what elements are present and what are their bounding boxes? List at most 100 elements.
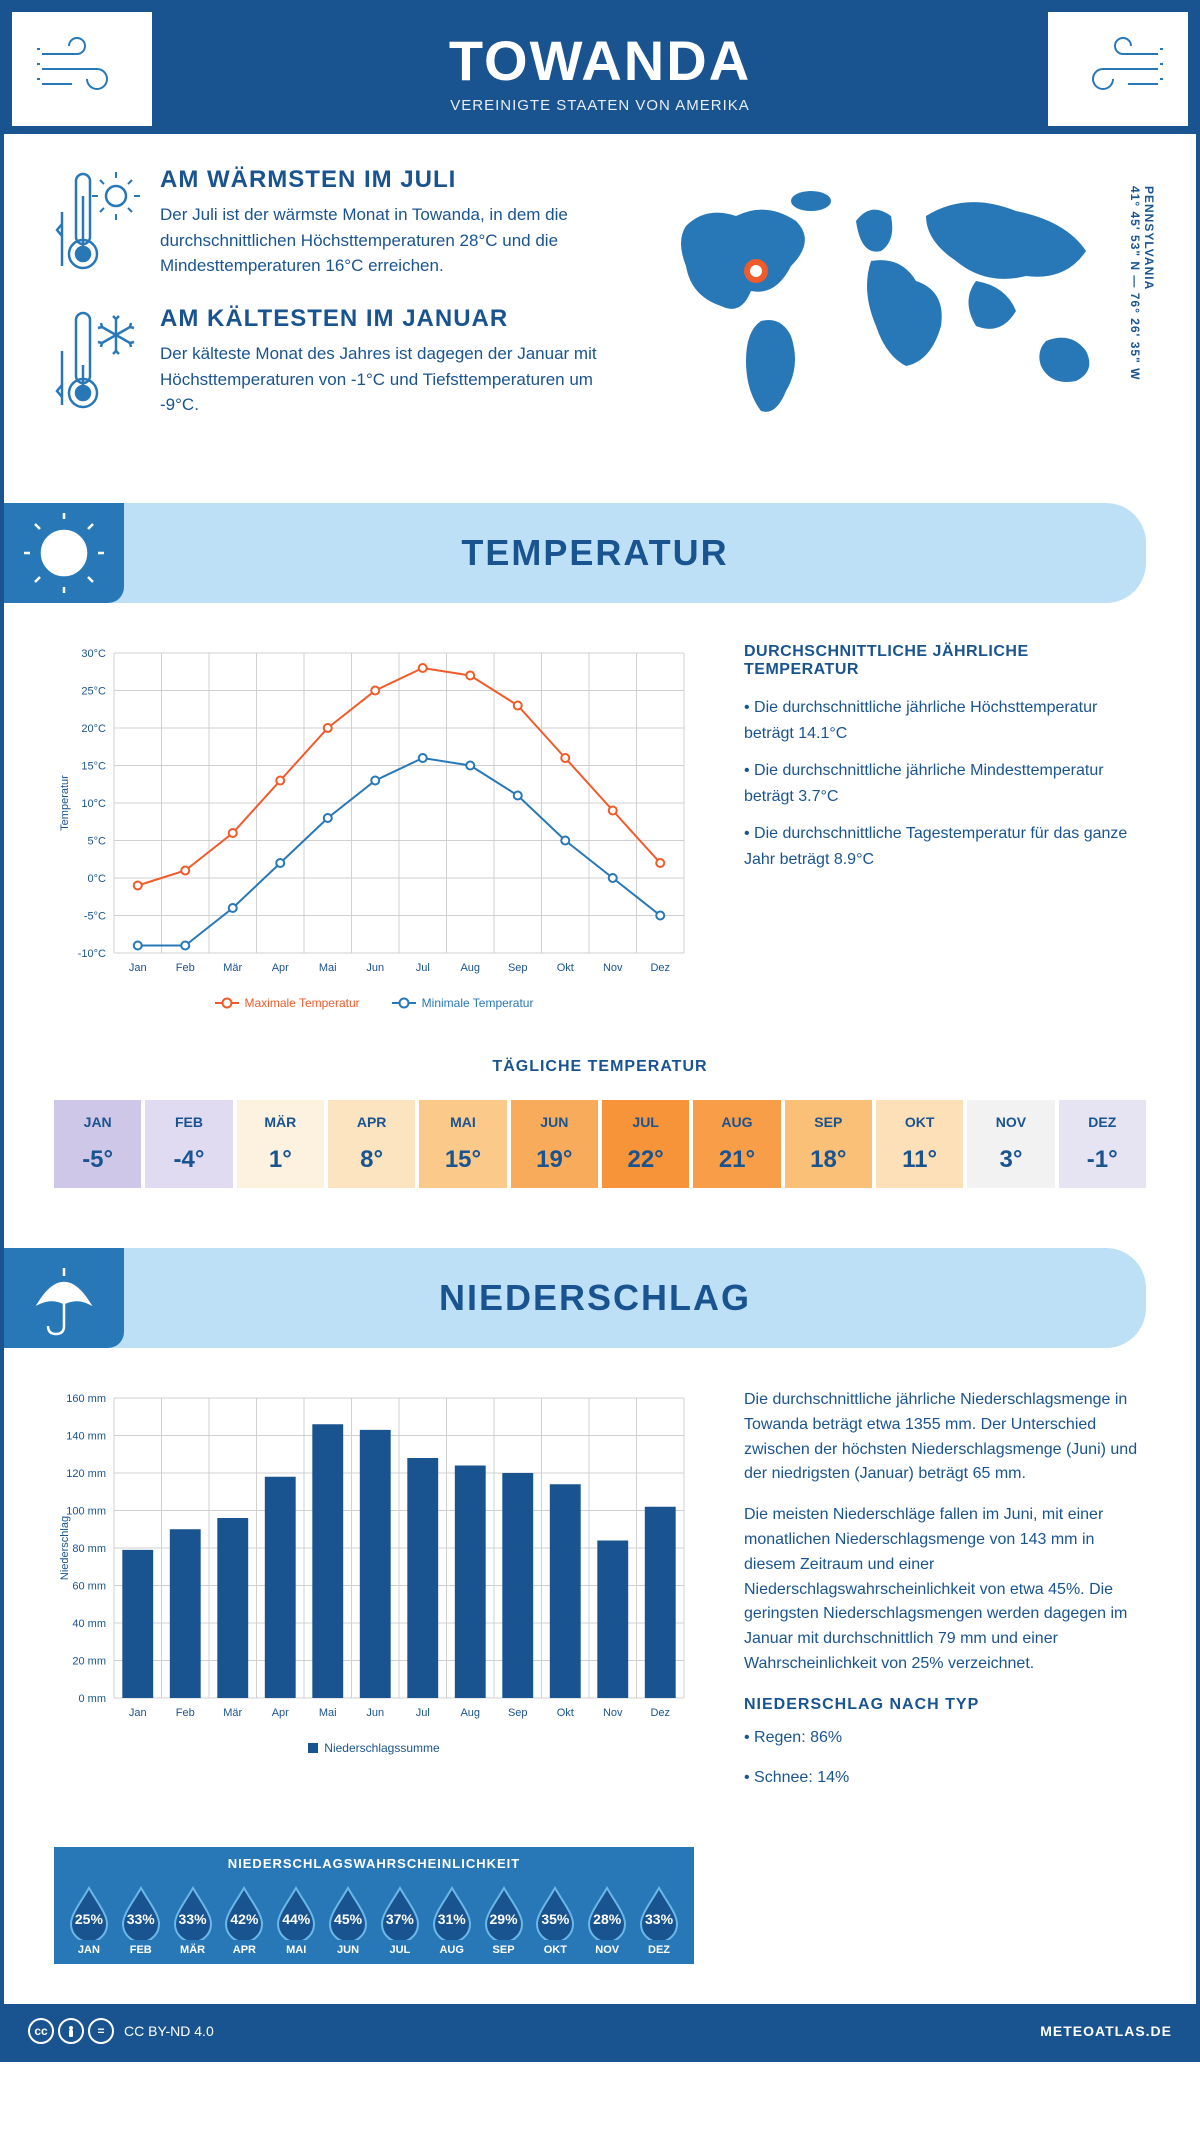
precip-text-1: Die durchschnittliche jährliche Niedersc… bbox=[744, 1388, 1146, 1487]
precip-bar-chart: 0 mm 20 mm 40 mm 60 mm 80 mm 100 mm 120 mm 140 … bbox=[54, 1388, 694, 1807]
temp-info-line: • Die durchschnittliche Tagestemperatur … bbox=[744, 821, 1146, 872]
precip-prob-cell: 31%AUG bbox=[427, 1886, 477, 1956]
svg-text:25°C: 25°C bbox=[81, 686, 106, 698]
svg-text:100 mm: 100 mm bbox=[66, 1506, 106, 1518]
precip-prob-cell: 28%NOV bbox=[582, 1886, 632, 1956]
cc-icons: cc = bbox=[28, 2018, 114, 2044]
coord-text: 41° 45' 53" N — 76° 26' 35" W bbox=[1128, 186, 1142, 380]
svg-text:Okt: Okt bbox=[557, 1707, 574, 1719]
svg-text:Jun: Jun bbox=[366, 1707, 384, 1719]
coldest-block: AM KÄLTESTEN IM JANUAR Der kälteste Mona… bbox=[54, 305, 614, 420]
temp-info-line: • Die durchschnittliche jährliche Mindes… bbox=[744, 758, 1146, 809]
daily-temp-cell: OKT11° bbox=[876, 1100, 963, 1188]
cc-icon: cc bbox=[28, 2018, 54, 2044]
by-icon bbox=[58, 2018, 84, 2044]
license-text: CC BY-ND 4.0 bbox=[124, 2023, 214, 2039]
svg-text:20°C: 20°C bbox=[81, 723, 106, 735]
thermometer-snow-icon bbox=[54, 305, 144, 420]
warmest-block: AM WÄRMSTEN IM JULI Der Juli ist der wär… bbox=[54, 166, 614, 281]
temp-info: DURCHSCHNITTLICHE JÄHRLICHE TEMPERATUR •… bbox=[744, 643, 1146, 1018]
precip-info: Die durchschnittliche jährliche Niedersc… bbox=[744, 1388, 1146, 1807]
temperatur-title: TEMPERATUR bbox=[124, 532, 1146, 574]
daily-temp-cell: MAI15° bbox=[419, 1100, 506, 1188]
daily-temp-cell: NOV3° bbox=[967, 1100, 1054, 1188]
temp-info-title: DURCHSCHNITTLICHE JÄHRLICHE TEMPERATUR bbox=[744, 643, 1146, 679]
precip-text-2: Die meisten Niederschläge fallen im Juni… bbox=[744, 1503, 1146, 1677]
precip-prob-cell: 45%JUN bbox=[323, 1886, 373, 1956]
precip-prob-cell: 42%APR bbox=[219, 1886, 269, 1956]
legend-max: Maximale Temperatur bbox=[245, 996, 360, 1010]
coldest-text: Der kälteste Monat des Jahres ist dagege… bbox=[160, 341, 614, 418]
nd-icon: = bbox=[88, 2018, 114, 2044]
footer: cc = CC BY-ND 4.0 METEOATLAS.DE bbox=[4, 2004, 1196, 2058]
svg-text:Feb: Feb bbox=[176, 962, 195, 974]
precip-prob-cell: 33%DEZ bbox=[634, 1886, 684, 1956]
infographic-page: TOWANDA VEREINIGTE STAATEN VON AMERIKA A… bbox=[0, 0, 1200, 2062]
umbrella-icon bbox=[4, 1248, 124, 1348]
daily-temp-cell: APR8° bbox=[328, 1100, 415, 1188]
state-label: PENNSYLVANIA bbox=[1142, 186, 1156, 290]
svg-text:140 mm: 140 mm bbox=[66, 1431, 106, 1443]
svg-text:Niederschlag: Niederschlag bbox=[59, 1516, 71, 1580]
svg-text:Aug: Aug bbox=[460, 1707, 480, 1719]
header: TOWANDA VEREINIGTE STAATEN VON AMERIKA bbox=[4, 4, 1196, 134]
svg-text:Apr: Apr bbox=[272, 1707, 289, 1719]
thermometer-sun-icon bbox=[54, 166, 144, 281]
svg-text:20 mm: 20 mm bbox=[72, 1656, 106, 1668]
svg-text:40 mm: 40 mm bbox=[72, 1618, 106, 1630]
warmest-text: Der Juli ist der wärmste Monat in Towand… bbox=[160, 202, 614, 279]
svg-text:30°C: 30°C bbox=[81, 648, 106, 660]
svg-text:Jul: Jul bbox=[416, 962, 430, 974]
footer-license: cc = CC BY-ND 4.0 bbox=[28, 2018, 214, 2044]
temp-info-line: • Die durchschnittliche jährliche Höchst… bbox=[744, 695, 1146, 746]
svg-text:Nov: Nov bbox=[603, 1707, 623, 1719]
svg-text:10°C: 10°C bbox=[81, 798, 106, 810]
svg-text:0°C: 0°C bbox=[88, 873, 107, 885]
svg-text:Temperatur: Temperatur bbox=[59, 775, 71, 831]
sun-icon bbox=[4, 503, 124, 603]
svg-text:160 mm: 160 mm bbox=[66, 1393, 106, 1405]
svg-text:Jun: Jun bbox=[366, 962, 384, 974]
footer-site: METEOATLAS.DE bbox=[1040, 2023, 1172, 2039]
country-name: VEREINIGTE STAATEN VON AMERIKA bbox=[4, 97, 1196, 114]
svg-text:Nov: Nov bbox=[603, 962, 623, 974]
precip-prob-cell: 35%OKT bbox=[530, 1886, 580, 1956]
svg-text:Dez: Dez bbox=[650, 1707, 670, 1719]
svg-text:120 mm: 120 mm bbox=[66, 1468, 106, 1480]
svg-text:Aug: Aug bbox=[460, 962, 480, 974]
precip-prob-title: NIEDERSCHLAGSWAHRSCHEINLICHKEIT bbox=[58, 1851, 690, 1876]
temp-legend: Maximale Temperatur Minimale Temperatur bbox=[54, 988, 694, 1018]
niederschlag-title: NIEDERSCHLAG bbox=[124, 1277, 1146, 1319]
precip-prob-cell: 25%JAN bbox=[64, 1886, 114, 1956]
svg-text:80 mm: 80 mm bbox=[72, 1543, 106, 1555]
daily-temp-cell: FEB-4° bbox=[145, 1100, 232, 1188]
daily-temp-cell: SEP18° bbox=[785, 1100, 872, 1188]
svg-text:Dez: Dez bbox=[650, 962, 670, 974]
precip-prob-cell: 44%MAI bbox=[271, 1886, 321, 1956]
legend-min: Minimale Temperatur bbox=[422, 996, 534, 1010]
svg-text:Feb: Feb bbox=[176, 1707, 195, 1719]
svg-text:5°C: 5°C bbox=[88, 836, 107, 848]
world-map-block: PENNSYLVANIA 41° 45' 53" N — 76° 26' 35"… bbox=[646, 166, 1146, 451]
daily-temp-cell: JUL22° bbox=[602, 1100, 689, 1188]
daily-temp-cell: JUN19° bbox=[511, 1100, 598, 1188]
temperatur-banner: TEMPERATUR bbox=[4, 503, 1146, 603]
svg-text:Jul: Jul bbox=[416, 1707, 430, 1719]
svg-text:Jan: Jan bbox=[129, 1707, 147, 1719]
svg-text:60 mm: 60 mm bbox=[72, 1581, 106, 1593]
warmest-title: AM WÄRMSTEN IM JULI bbox=[160, 166, 614, 194]
svg-text:Mär: Mär bbox=[223, 962, 242, 974]
coldest-title: AM KÄLTESTEN IM JANUAR bbox=[160, 305, 614, 333]
svg-text:0 mm: 0 mm bbox=[79, 1693, 107, 1705]
precip-legend: Niederschlagssumme bbox=[54, 1733, 694, 1763]
daily-temp-cell: MÄR1° bbox=[237, 1100, 324, 1188]
temp-line-chart: -10°C-5°C0°C5°C10°C15°C20°C25°C30°CJanFe… bbox=[54, 643, 694, 1018]
precip-prob-cell: 29%SEP bbox=[479, 1886, 529, 1956]
precip-legend-label: Niederschlagssumme bbox=[324, 1741, 439, 1755]
daily-temp-grid: JAN-5°FEB-4°MÄR1°APR8°MAI15°JUN19°JUL22°… bbox=[54, 1100, 1146, 1188]
svg-text:Apr: Apr bbox=[272, 962, 289, 974]
svg-text:Mai: Mai bbox=[319, 1707, 337, 1719]
svg-text:Mär: Mär bbox=[223, 1707, 242, 1719]
city-name: TOWANDA bbox=[4, 28, 1196, 93]
daily-temp-title: TÄGLICHE TEMPERATUR bbox=[54, 1058, 1146, 1076]
